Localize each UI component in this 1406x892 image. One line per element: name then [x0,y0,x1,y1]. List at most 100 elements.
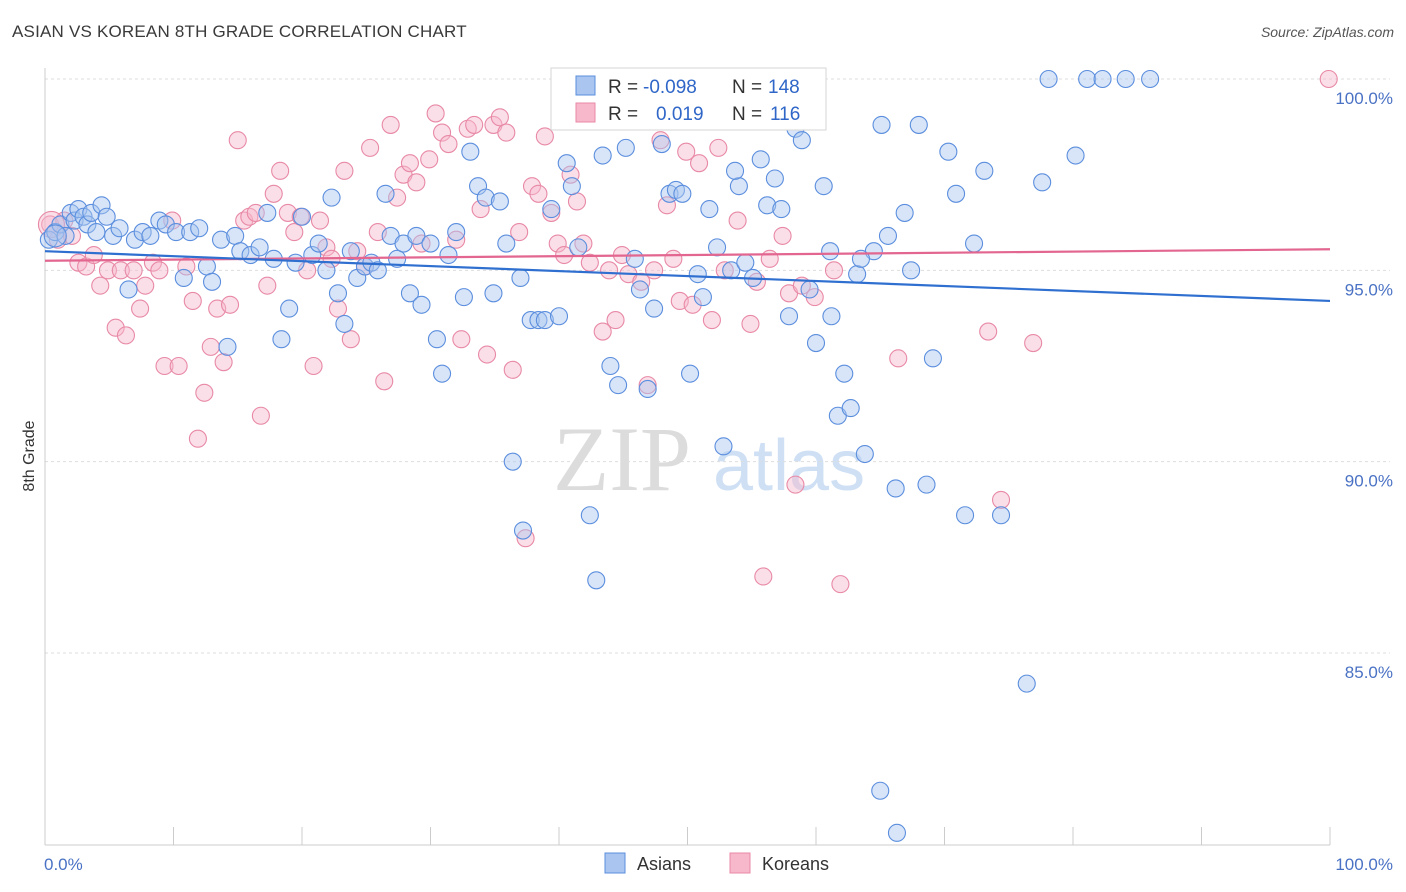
asian-point [454,288,473,307]
asian-point [693,288,712,307]
korean-points [37,69,1338,594]
asian-r-value: -0.098 [643,77,697,98]
korean-point [201,337,220,356]
asian-point [141,226,160,245]
asian-point [226,226,245,245]
korean-point [709,138,728,157]
korean-point [381,115,400,134]
asian-point [886,479,905,498]
korean-point [150,261,169,280]
korean-point [341,330,360,349]
asian-point [609,376,628,395]
asian-points [39,69,1160,842]
source-credit: Source: ZipAtlas.com [1260,24,1394,40]
asian-point [917,475,936,494]
axes [44,68,1331,846]
y-tick-labels: 85.0% 90.0% 95.0% 100.0% [1335,89,1393,682]
asian-point [461,142,480,161]
watermark-atlas: atlas [713,426,865,506]
korean-point [91,276,110,295]
watermark: ZIP atlas [553,408,865,510]
asian-point [700,200,719,219]
asian-point [616,138,635,157]
asian-point [821,242,840,261]
korean-point [542,203,561,222]
asian-point [439,245,458,265]
asian-point [806,333,826,353]
korean-point [116,326,136,345]
grid-lines [45,78,1390,654]
korean-point [177,257,196,276]
asian-point [335,314,354,333]
asian-point [1078,69,1097,89]
series-legend: Asians Koreans [604,852,829,874]
korean-point [452,330,471,349]
asian-point [688,265,707,284]
korean-point [62,226,82,245]
asian-point [1093,69,1112,89]
korean-point [657,196,676,215]
asian-point [211,230,231,249]
stats-legend: R = -0.098 N = 148 R = 0.019 N = 116 [550,67,827,131]
korean-point [155,356,174,376]
stats-legend-frame [550,67,827,131]
koreans-swatch [729,852,751,874]
korean-point [258,276,277,295]
korean-point [188,429,207,448]
asian-point [593,146,612,165]
korean-point [264,184,283,203]
asian-point [341,242,360,261]
asian-point [772,200,791,219]
asian-point [800,280,819,299]
asian-point [521,311,540,330]
asian-point [887,823,907,842]
asian-point [203,272,222,291]
korean-point [335,161,354,180]
asian-point [292,207,312,226]
korean-point [522,177,542,196]
korean-point [683,295,702,314]
asian-point [714,437,733,456]
asian-point [56,226,75,245]
korean-point [98,261,118,280]
asian-point [673,184,692,203]
asian-point [736,253,755,272]
korean-point [407,173,426,192]
asian-r-label: R = [608,77,638,98]
y-tick-label: 100.0% [1335,89,1393,108]
asian-n-label: N = [732,77,762,98]
korean-legend-swatch [575,102,596,123]
asians-legend-label: Asians [637,854,691,874]
asian-point [51,215,70,234]
asian-point [513,521,533,540]
asian-point [190,219,209,238]
watermark-zip: ZIP [553,408,691,510]
asian-point [601,356,620,376]
asian-point [1017,674,1036,693]
korean-point [420,150,439,169]
korean-point [465,115,484,134]
y-tick-label: 95.0% [1345,280,1393,299]
korean-point [348,242,367,261]
korean-point [824,261,844,280]
korean-point [220,295,240,314]
asian-point [272,330,291,349]
asian-point [174,268,193,288]
asian-point [939,142,958,161]
asian-point [835,364,854,383]
asian-point [625,249,644,268]
asian-point [388,249,407,268]
asian-point [322,188,341,207]
asian-point [376,184,395,203]
korean-point [131,299,150,318]
y-axis-label: 8th Grade [21,420,38,491]
asian-point [156,215,175,234]
korean-n-value: 116 [770,104,800,125]
asian-point [848,265,867,284]
trend-lines [44,248,1331,303]
korean-point [375,372,394,391]
korean-point [111,261,130,280]
asian-point [947,184,966,203]
asian-point [197,257,216,276]
asian-point [779,307,799,326]
